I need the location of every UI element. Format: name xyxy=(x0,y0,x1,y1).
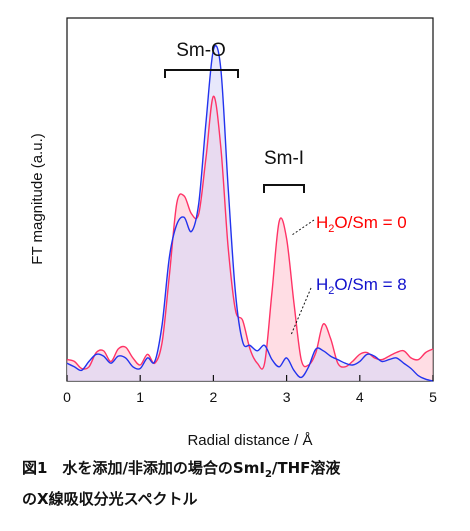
series-0-leader-line xyxy=(291,219,315,236)
caption-line-2: のX線吸収分光スペクトル xyxy=(22,490,198,508)
series-0-label: H2O/Sm = 0 xyxy=(316,213,407,235)
x-tick-label-2: 2 xyxy=(210,389,218,405)
x-tick-label-3: 3 xyxy=(283,389,291,405)
y-axis-label: FT magnitude (a.u.) xyxy=(29,133,46,264)
x-tick-label-1: 1 xyxy=(136,389,144,405)
series-1-label: H2O/Sm = 8 xyxy=(316,275,407,297)
sm-i-bracket xyxy=(263,184,305,193)
x-tick-label-0: 0 xyxy=(63,389,71,405)
x-tick-label-4: 4 xyxy=(356,389,364,405)
plot-frame xyxy=(66,17,434,382)
series-1-leader-line xyxy=(290,287,312,336)
x-tick-label-5: 5 xyxy=(429,389,437,405)
series-0-area xyxy=(67,96,433,382)
series-0-line xyxy=(66,95,434,370)
series-1-line xyxy=(66,45,434,382)
series-lines xyxy=(66,45,434,382)
sm-i-label: Sm-I xyxy=(264,148,304,169)
x-axis-ticks: 0 1 2 3 4 5 xyxy=(63,375,437,405)
sm-o-bracket xyxy=(164,69,239,78)
figure-caption: 図1 水を添加/非添加の場合のSmI2/THF溶液 のX線吸収分光スペクトル xyxy=(22,456,462,511)
x-axis-label: Radial distance / Å xyxy=(187,432,312,449)
caption-line-1: 図1 水を添加/非添加の場合のSmI2/THF溶液 xyxy=(22,459,341,480)
sm-o-label: Sm-O xyxy=(176,40,226,61)
